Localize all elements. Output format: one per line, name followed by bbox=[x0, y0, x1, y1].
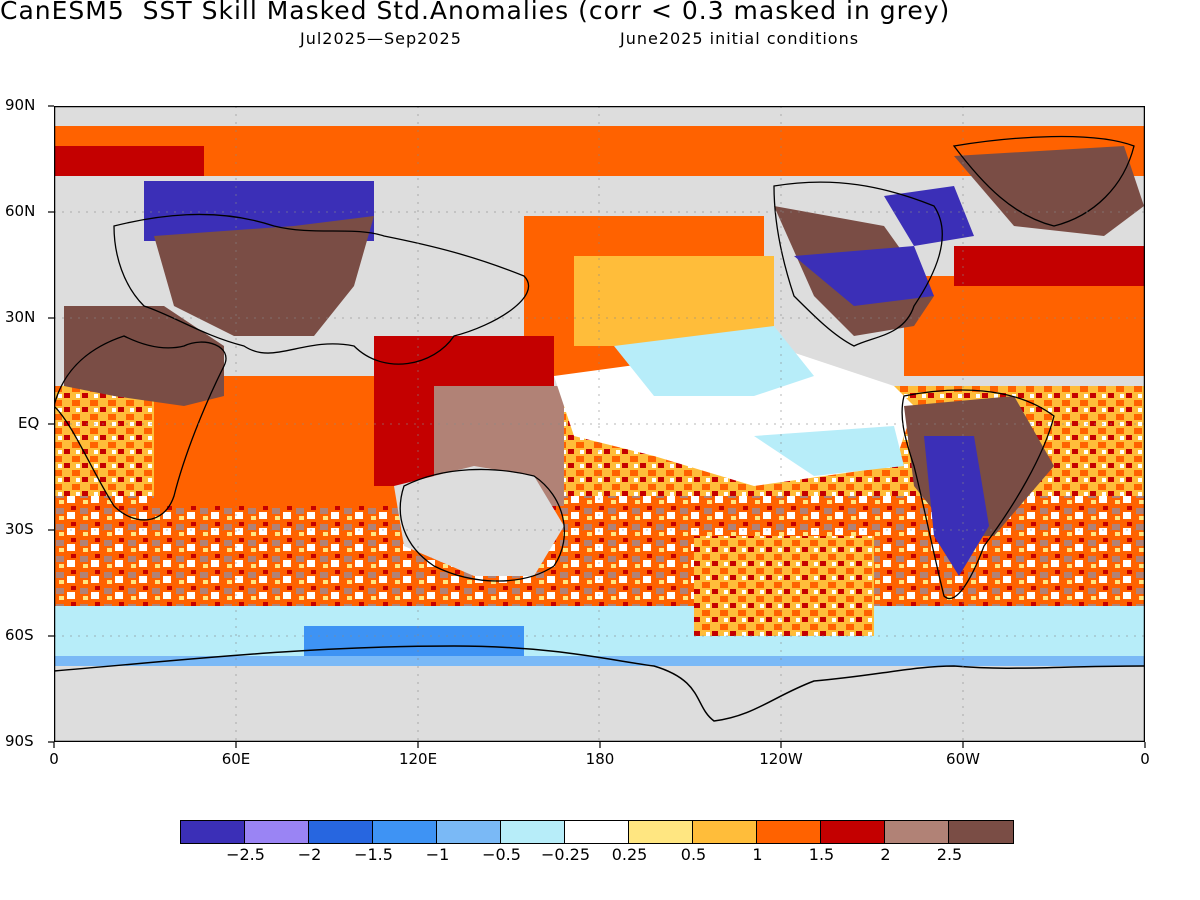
eurasia-region bbox=[154, 216, 374, 336]
lat-label: 90N bbox=[5, 96, 36, 114]
colorbar-label: −1 bbox=[425, 845, 450, 864]
africa-saudi-region bbox=[64, 306, 224, 406]
initial-conditions: June2025 initial conditions bbox=[620, 29, 860, 48]
lat-label: 30N bbox=[5, 308, 36, 326]
colorbar-label: 0.25 bbox=[611, 845, 648, 864]
colorbar-label: 1 bbox=[752, 845, 763, 864]
colorbar-swatch bbox=[181, 821, 245, 843]
colorbar-swatch bbox=[949, 821, 1013, 843]
colorbar bbox=[180, 820, 1014, 844]
colorbar-swatch bbox=[437, 821, 501, 843]
greenland-region bbox=[954, 146, 1144, 236]
colorbar-swatch bbox=[373, 821, 437, 843]
colorbar-swatch bbox=[501, 821, 565, 843]
lon-label: 120W bbox=[759, 750, 803, 768]
lat-label: 90S bbox=[5, 732, 34, 750]
colorbar-label: −0.5 bbox=[482, 845, 521, 864]
colorbar-label: −0.25 bbox=[540, 845, 591, 864]
north-atlantic bbox=[904, 276, 1144, 376]
colorbar-swatch bbox=[309, 821, 373, 843]
coastlines bbox=[54, 135, 1135, 600]
south-america-blue bbox=[924, 436, 989, 576]
antarctica bbox=[54, 666, 1145, 742]
lat-label: 30S bbox=[5, 520, 34, 538]
colorbar-swatch bbox=[693, 821, 757, 843]
lon-label: 60E bbox=[221, 750, 251, 768]
graticule bbox=[54, 106, 1145, 742]
map-title: CanESM5 SST Skill Masked Std.Anomalies (… bbox=[0, 0, 951, 25]
australia-interior bbox=[394, 466, 564, 576]
lon-label: 0 bbox=[49, 750, 59, 768]
sst-anomaly-map bbox=[54, 106, 1145, 742]
colorbar-swatch bbox=[629, 821, 693, 843]
colorbar-label: −1.5 bbox=[354, 845, 393, 864]
colorbar-label: 2 bbox=[880, 845, 891, 864]
forecast-period: Jul2025—Sep2025 bbox=[300, 29, 462, 48]
colorbar-label: 0.5 bbox=[680, 845, 707, 864]
colorbar-label: 1.5 bbox=[808, 845, 835, 864]
antarctica-coast bbox=[54, 645, 1145, 722]
map-frame bbox=[54, 106, 1145, 742]
lat-label: 60S bbox=[5, 626, 34, 644]
lat-label: 60N bbox=[5, 202, 36, 220]
colorbar-swatch bbox=[757, 821, 821, 843]
lon-label: 180 bbox=[585, 750, 615, 768]
colorbar-label: −2.5 bbox=[226, 845, 265, 864]
colorbar-label: 2.5 bbox=[936, 845, 963, 864]
colorbar-swatch bbox=[821, 821, 885, 843]
lon-label: 120E bbox=[398, 750, 438, 768]
lat-label: EQ bbox=[18, 414, 40, 432]
colorbar-label: −2 bbox=[297, 845, 322, 864]
hudson-bay-region bbox=[794, 246, 934, 306]
lon-label: 60W bbox=[946, 750, 980, 768]
arctic-band bbox=[54, 126, 1145, 176]
colorbar-swatch bbox=[565, 821, 629, 843]
colorbar-swatch bbox=[245, 821, 309, 843]
lon-label: 0 bbox=[1140, 750, 1150, 768]
colorbar-swatch bbox=[885, 821, 949, 843]
